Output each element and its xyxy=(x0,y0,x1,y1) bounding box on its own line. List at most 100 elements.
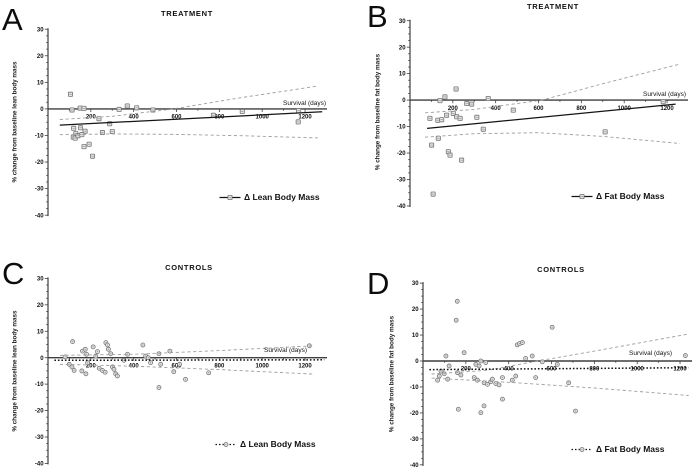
data-point-inner xyxy=(511,379,513,381)
y-tick-label: -20 xyxy=(397,151,406,157)
panel-title: TREATMENT xyxy=(161,9,213,18)
y-tick-label: 10 xyxy=(37,80,44,86)
panel-letter: C xyxy=(2,256,25,291)
data-point-inner xyxy=(531,355,533,357)
data-point-inner xyxy=(126,353,129,355)
data-point-inner xyxy=(96,351,99,353)
y-axis-label: % change from baseline fat body mass xyxy=(374,53,382,171)
data-point-inner xyxy=(107,348,110,350)
data-point-inner xyxy=(525,357,527,360)
y-tick-label: 10 xyxy=(412,333,419,339)
data-point-inner xyxy=(95,355,97,357)
x-tick-label: 600 xyxy=(534,106,545,112)
data-point-inner xyxy=(68,363,70,365)
fit-line xyxy=(429,366,689,371)
x-tick-label: 1000 xyxy=(631,367,645,373)
data-point-inner xyxy=(436,379,439,381)
data-point-inner xyxy=(515,375,517,377)
data-point-inner xyxy=(438,375,440,377)
data-points xyxy=(67,91,302,159)
y-tick-label: -20 xyxy=(410,411,419,417)
data-point-inner xyxy=(173,371,175,373)
data-point-inner xyxy=(478,365,480,367)
ci-lower-line xyxy=(59,133,318,139)
data-point-inner xyxy=(92,346,94,348)
x-tick-label: 400 xyxy=(491,106,502,112)
data-point-inner xyxy=(480,360,482,362)
data-point-inner xyxy=(84,348,86,350)
x-axis-label: Survival (days) xyxy=(264,347,307,354)
panel-c-controls-lean: 30 20 10 0 -10 -20 -30 -40 200 400 600 800 1000 1200 … xyxy=(0,236,350,473)
ci-upper-line xyxy=(424,63,681,114)
data-point-inner xyxy=(448,365,450,367)
x-tick-label: 400 xyxy=(129,115,140,121)
panel-title: TREATMENT xyxy=(527,2,579,11)
data-point-inner xyxy=(178,363,181,365)
x-tick-label: 1200 xyxy=(298,363,312,369)
x-tick-label: 1200 xyxy=(673,367,687,373)
data-point-inner xyxy=(541,361,543,363)
ci-lower-line xyxy=(424,132,680,144)
legend-label: Δ Fat Body Mass xyxy=(596,191,665,201)
y-tick-label: 20 xyxy=(412,307,419,313)
data-point-inner xyxy=(457,408,459,410)
data-point-inner xyxy=(501,398,504,400)
data-point-inner xyxy=(581,448,583,450)
data-point-inner xyxy=(501,377,504,379)
x-tick-label: 200 xyxy=(86,363,97,369)
y-tick-label: -30 xyxy=(35,187,44,193)
data-point-inner xyxy=(483,405,485,407)
y-tick-label: 20 xyxy=(37,303,44,309)
ci-lower-line xyxy=(59,363,314,375)
data-point-inner xyxy=(145,355,147,357)
data-point-inner xyxy=(113,368,115,370)
y-tick-label: 30 xyxy=(37,27,44,33)
fit-line xyxy=(59,111,323,126)
x-tick-label: 600 xyxy=(172,363,183,369)
y-tick-label: -10 xyxy=(35,134,44,140)
y-tick-label: 20 xyxy=(399,45,406,51)
data-point-inner xyxy=(684,354,686,357)
data-point-inner xyxy=(147,357,149,359)
data-point-inner xyxy=(556,363,558,365)
data-point-inner xyxy=(445,355,447,357)
data-point-inner xyxy=(106,344,109,346)
data-point-inner xyxy=(535,377,537,379)
y-tick-label: 10 xyxy=(399,72,406,78)
data-point-inner xyxy=(110,353,112,355)
legend-line-sample xyxy=(571,193,593,199)
legend-line-sample xyxy=(215,441,237,447)
x-tick-label: 800 xyxy=(214,363,225,369)
legend-label: Δ Lean Body Mass xyxy=(244,192,320,202)
legend-label: Δ Fat Body Mass xyxy=(596,444,665,454)
x-tick-label: 600 xyxy=(172,115,183,121)
x-tick-label: 600 xyxy=(547,367,558,373)
data-point-inner xyxy=(485,361,487,364)
data-point-inner xyxy=(495,382,497,385)
panel-letter: D xyxy=(367,266,390,301)
scatter-plot-d: 30 20 10 0 -10 -20 -30 -40 200 400 600 800 1000 1200 xyxy=(410,281,692,469)
data-point-inner xyxy=(498,384,500,386)
y-tick-label: -10 xyxy=(410,385,419,391)
x-tick-label: 1000 xyxy=(256,363,270,369)
y-tick-label: -30 xyxy=(397,178,406,184)
data-point-inner xyxy=(158,386,160,389)
data-point-inner xyxy=(225,443,227,445)
y-tick-label: -10 xyxy=(397,125,406,131)
panel-title: CONTROLS xyxy=(165,263,213,272)
x-tick-label: 400 xyxy=(504,367,515,373)
data-point-inner xyxy=(85,373,87,375)
y-tick-label: -20 xyxy=(35,409,44,415)
data-point-inner xyxy=(440,370,442,372)
data-point-inner xyxy=(486,383,489,385)
data-point-inner xyxy=(447,378,449,380)
y-tick-label: -20 xyxy=(35,160,44,166)
fit-line xyxy=(54,359,325,362)
ci-upper-line xyxy=(431,333,689,375)
data-point-inner xyxy=(521,341,523,344)
data-point-inner xyxy=(574,410,577,412)
y-tick-label: 0 xyxy=(415,359,419,365)
data-point-inner xyxy=(150,362,152,364)
